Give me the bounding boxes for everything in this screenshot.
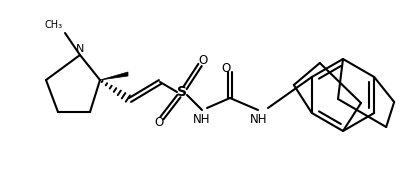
Text: NH: NH bbox=[250, 113, 268, 126]
Text: NH: NH bbox=[193, 113, 211, 126]
Text: S: S bbox=[177, 85, 187, 99]
Text: N: N bbox=[76, 44, 84, 54]
Text: O: O bbox=[221, 61, 231, 74]
Text: CH₃: CH₃ bbox=[45, 20, 63, 30]
Text: O: O bbox=[154, 117, 164, 130]
Text: O: O bbox=[198, 55, 208, 68]
Polygon shape bbox=[100, 72, 128, 80]
